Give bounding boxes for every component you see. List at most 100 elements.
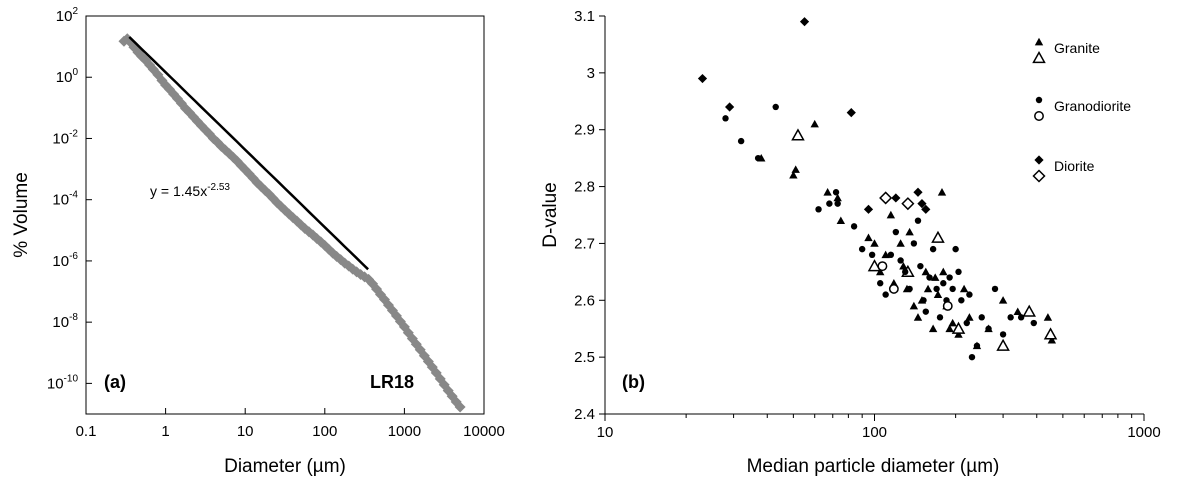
panel-b-point-circle-open <box>942 301 953 311</box>
panel-b-point-triangle-filled <box>945 324 954 333</box>
panel-b-point-circle-filled <box>832 189 840 196</box>
panel-b-point-circle-filled <box>892 228 900 236</box>
panel-a-x-tick-label: 0.1 <box>76 423 97 440</box>
panel-b-label: (b) <box>622 372 645 392</box>
panel-b-point-triangle-filled <box>896 239 905 247</box>
panel-b-point-triangle-filled <box>965 313 974 321</box>
panel-b-point-circle-filled <box>815 206 822 213</box>
panel-b-point-circle-filled <box>920 297 927 304</box>
panel-b-point-triangle-filled <box>948 318 957 327</box>
panel-b-point-circle-filled <box>936 314 944 321</box>
panel-b-y-ticks: 2.4 2.5 2.6 2.7 2.8 2.9 3 3.1 <box>574 8 605 423</box>
panel-b-point-circle-filled <box>772 103 779 111</box>
panel-b-x-tick-label: 100 <box>862 424 887 441</box>
legend-label: Diorite <box>1054 158 1095 174</box>
panel-a-sample-label: LR18 <box>370 372 414 392</box>
panel-b-point-circle-filled <box>826 200 833 207</box>
legend-marker-diamond-open <box>1032 169 1046 183</box>
panel-b-point-circle-filled <box>949 285 956 293</box>
panel-b-point-triangle-filled <box>1043 313 1053 321</box>
panel-b-point-triangle-filled <box>881 250 890 259</box>
legend-label: Granodiorite <box>1054 98 1131 114</box>
panel-b-point-circle-filled <box>902 268 909 276</box>
panel-b-point-circle-filled <box>906 285 913 293</box>
panel-b-point-circle-filled <box>850 223 858 230</box>
panel-b-point-circle-filled <box>737 137 745 145</box>
panel-b-point-circle-open <box>877 261 888 272</box>
panel-a-fit-line <box>128 36 369 271</box>
panel-b-point-triangle-filled <box>921 267 930 276</box>
panel-b-point-triangle-open <box>791 128 805 141</box>
panel-b-y-tick-label: 2.4 <box>574 406 595 423</box>
panel-b-point-circle-open <box>888 283 899 294</box>
panel-b-point-triangle-filled <box>954 330 963 338</box>
panel-b-point-circle-filled <box>933 285 940 293</box>
panel-b-point-triangle-filled <box>913 313 923 321</box>
panel-b-point-circle-filled <box>991 285 999 293</box>
panel-b-point-circle-filled <box>922 308 929 315</box>
panel-b-point-circle-filled <box>999 331 1007 338</box>
panel-a-x-tick-label: 10000 <box>463 423 505 440</box>
panel-b-y-tick-label: 2.8 <box>574 179 595 196</box>
panel-b-point-triangle-open <box>931 230 945 243</box>
legend-marker-triangle-filled <box>1034 37 1044 46</box>
panel-b-point-diamond-filled <box>846 108 856 118</box>
panel-b-point-triangle-filled <box>923 284 933 293</box>
panel-a-y-tick-label: 10-2 <box>52 128 78 147</box>
panel-b-point-circle-filled <box>946 274 953 281</box>
panel-b-point-triangle-filled <box>833 193 842 202</box>
panel-b-data-points <box>697 17 1058 361</box>
panel-b-legend: Granite Granodiorite Diorite <box>1032 37 1131 183</box>
panel-b-point-triangle-filled <box>931 273 940 281</box>
panel-b-point-triangle-open <box>996 338 1010 351</box>
panel-b-point-triangle-filled <box>998 296 1008 304</box>
panel-b-point-triangle-filled <box>1013 307 1022 316</box>
panel-b-point-diamond-filled <box>697 73 708 84</box>
panel-a-x-tick-label: 1 <box>161 423 169 440</box>
legend-marker-diamond-filled <box>1034 155 1044 165</box>
panel-a-point <box>454 401 466 413</box>
panel-b-point-triangle-filled <box>939 267 948 276</box>
panel-a-y-tick-label: 10-4 <box>52 190 78 209</box>
panel-b-point-diamond-filled <box>921 204 931 214</box>
panel-a-x-tick-label: 10 <box>237 423 254 440</box>
panel-b-point-circle-filled <box>978 314 985 321</box>
panel-b-x-axis-label: Median particle diameter (µm) <box>747 456 1000 477</box>
panel-b-point-circle-filled <box>877 280 884 287</box>
legend-label: Granite <box>1054 40 1100 56</box>
legend-marker-triangle-open <box>1032 50 1046 64</box>
panel-b-point-circle-filled <box>1030 319 1037 327</box>
panel-b: 2.4 2.5 2.6 2.7 2.8 2.9 3 3.1 10 100 1000 Granite… <box>540 8 1161 477</box>
panel-b-point-circle-filled <box>940 280 947 287</box>
panel-a-y-tick-label: 100 <box>56 67 79 86</box>
panel-b-point-circle-filled <box>868 251 876 258</box>
panel-b-point-triangle-filled <box>899 261 908 270</box>
panel-b-point-circle-filled <box>968 353 976 361</box>
panel-b-y-axis-label: D-value <box>540 182 561 247</box>
panel-b-point-diamond-filled <box>799 17 810 27</box>
panel-b-point-circle-filled <box>754 154 762 162</box>
panel-b-point-circle-filled <box>882 291 889 298</box>
panel-a-x-tick-label: 100 <box>312 423 337 440</box>
panel-b-point-circle-filled <box>929 245 937 253</box>
panel-a-data-points <box>118 33 466 413</box>
legend-marker-circle-filled <box>1035 96 1043 104</box>
panel-b-point-circle-filled <box>958 297 965 304</box>
panel-b-point-triangle-filled <box>836 216 846 225</box>
panel-b-y-tick-label: 2.6 <box>574 292 595 309</box>
panel-b-point-circle-filled <box>910 240 918 247</box>
panel-b-point-circle-filled <box>963 319 970 327</box>
panel-b-y-tick-label: 3.1 <box>574 8 595 25</box>
panel-b-x-tick-label: 1000 <box>1127 424 1160 441</box>
panel-b-point-triangle-filled <box>1047 335 1057 344</box>
panel-a-y-tick-label: 10-8 <box>52 312 78 331</box>
panel-b-point-triangle-filled <box>909 301 919 310</box>
panel-b-y-tick-label: 2.9 <box>574 122 595 139</box>
panel-b-point-triangle-filled <box>864 233 873 242</box>
panel-b-y-tick-label: 3 <box>587 65 595 82</box>
panel-a-y-axis-label: % Volume <box>11 172 32 258</box>
legend-marker-circle-open <box>1034 111 1044 121</box>
panel-a: 10-10 10-8 10-6 10-4 10-2 100 102 0.1 1 10 100 100… <box>11 6 505 477</box>
panel-b-point-circle-filled <box>1017 314 1025 321</box>
panel-a-y-ticks: 10-10 10-8 10-6 10-4 10-2 100 102 <box>47 6 92 392</box>
